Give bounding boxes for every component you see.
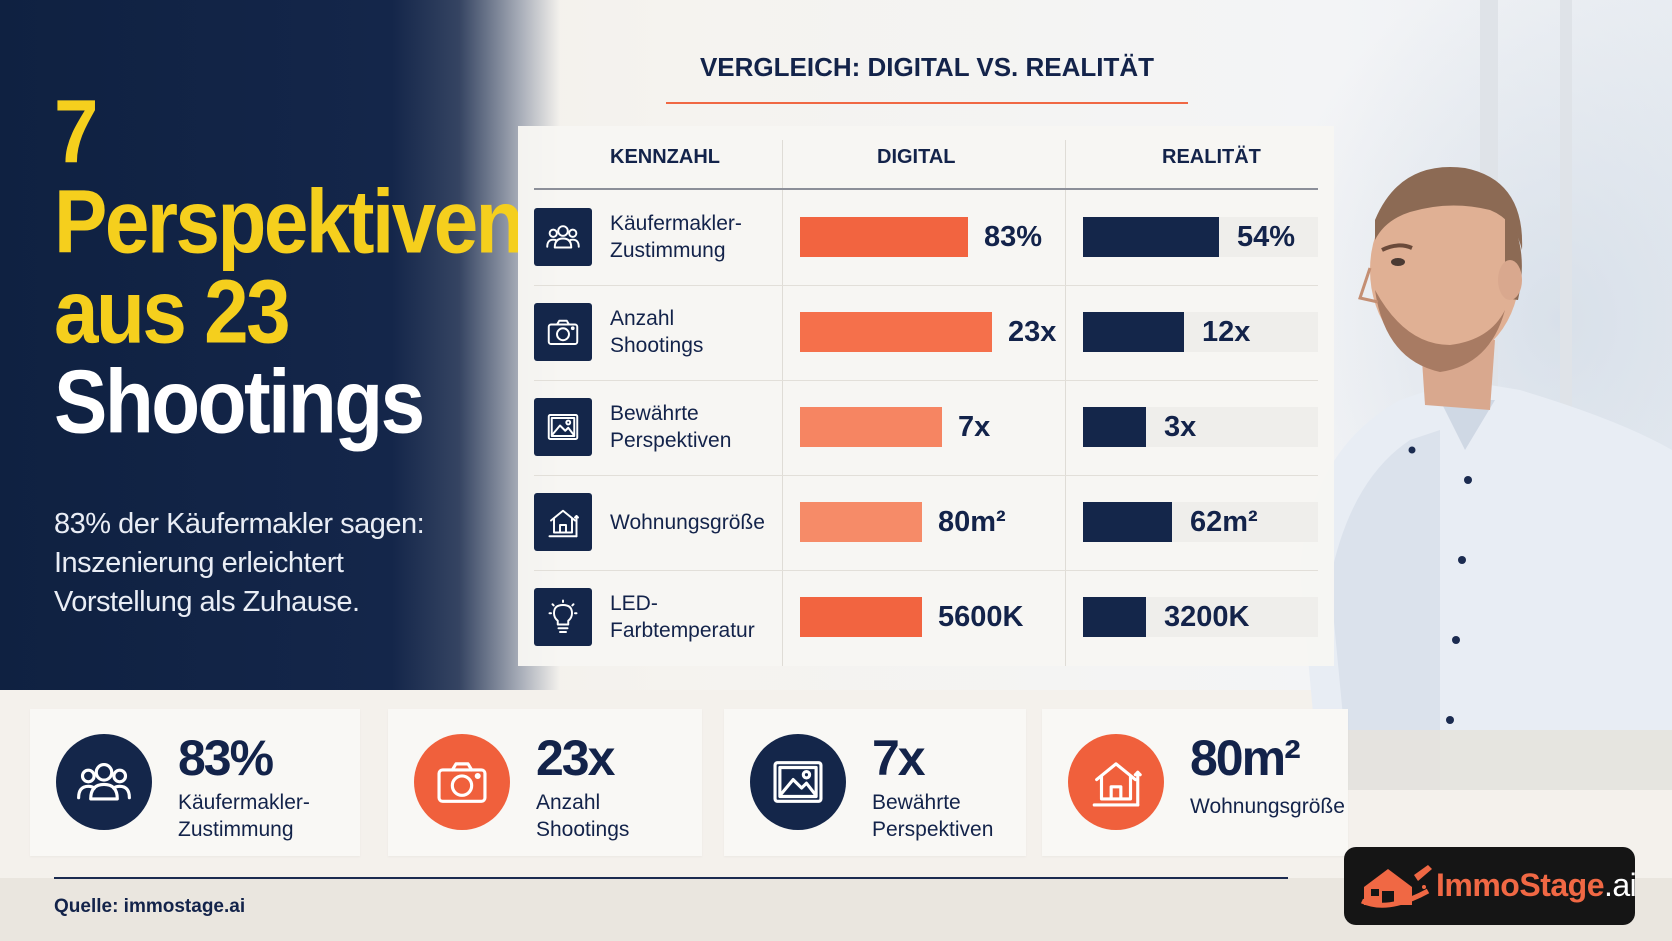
comparison-table	[518, 126, 1334, 666]
row-divider	[534, 285, 1318, 286]
stat-card: 83% Käufermakler-Zustimmung	[30, 709, 360, 856]
table-row: LED-Farbtemperatur	[534, 570, 1318, 665]
table-row: Wohnungsgröße	[534, 475, 1318, 570]
row-label: Käufermakler-Zustimmung	[610, 212, 742, 262]
column-divider	[782, 140, 783, 666]
reality-bar	[1083, 217, 1219, 257]
house-brush-icon	[1360, 865, 1432, 908]
camera-icon	[534, 303, 592, 361]
source-note: Quelle: immostage.ai	[54, 896, 246, 917]
stat-value: 7x	[872, 730, 926, 786]
digital-value-label: 83%	[984, 221, 1043, 253]
bulb-icon	[534, 588, 592, 646]
image-icon	[534, 398, 592, 456]
stat-label: Anzahl Shootings	[536, 791, 630, 841]
table-row: Bewährte Perspektiven	[534, 380, 1318, 475]
table-title: VERGLEICH: DIGITAL VS. REALITÄT	[699, 52, 1155, 82]
header-kennzahl: KENNZAHL	[610, 146, 720, 168]
row-divider	[534, 380, 1318, 381]
digital-bar	[800, 312, 992, 352]
row-label: LED-Farbtemperatur	[610, 592, 755, 642]
digital-value-label: 23x	[1008, 316, 1057, 348]
reality-value-label: 3200K	[1164, 601, 1250, 633]
logo-suffix: .ai	[1603, 867, 1637, 903]
headline-panel	[0, 0, 560, 690]
reality-value-label: 12x	[1202, 316, 1251, 348]
stat-label: Wohnungsgröße	[1190, 795, 1345, 818]
row-divider	[534, 570, 1318, 571]
title-underline	[666, 102, 1188, 104]
reality-value-label: 3x	[1164, 411, 1197, 443]
stat-value: 83%	[178, 730, 274, 786]
digital-bar	[800, 502, 922, 542]
image-icon	[750, 734, 846, 830]
stat-label: Bewährte Perspektiven	[872, 791, 994, 841]
stat-label: Käufermakler-Zustimmung	[178, 791, 310, 841]
immostage-logo: ImmoStage.ai	[1344, 847, 1637, 925]
camera-icon	[414, 734, 510, 830]
reality-bar	[1083, 407, 1146, 447]
stat-card: 7x Bewährte Perspektiven	[724, 709, 1026, 856]
stat-card: 80m² Wohnungsgröße	[1042, 709, 1348, 856]
table-row: Käufermakler-Zustimmung	[534, 190, 1318, 285]
table-row: Anzahl Shootings	[534, 285, 1318, 380]
row-label: Bewährte Perspektiven	[610, 402, 732, 452]
reality-bar	[1083, 597, 1146, 637]
row-label: Anzahl Shootings	[610, 307, 704, 357]
stat-value: 80m²	[1190, 730, 1301, 786]
stat-value: 23x	[536, 730, 615, 786]
column-divider	[1065, 140, 1066, 666]
logo-wordmark: ImmoStage.ai	[1436, 867, 1637, 904]
digital-value-label: 7x	[958, 411, 991, 443]
digital-bar	[800, 407, 942, 447]
digital-value-label: 80m²	[938, 506, 1006, 538]
row-divider	[534, 475, 1318, 476]
logo-main: ImmoStage	[1436, 867, 1604, 903]
header-digital: DIGITAL	[877, 146, 956, 168]
headline: 7 Perspektiven aus 23 Shootings	[54, 82, 525, 452]
digital-bar	[800, 597, 922, 637]
digital-bar	[800, 217, 968, 257]
man-in-white-shirt	[1290, 167, 1672, 790]
house-icon	[534, 493, 592, 551]
stat-card: 23x Anzahl Shootings	[388, 709, 702, 856]
users-icon	[534, 208, 592, 266]
reality-value-label: 54%	[1237, 221, 1296, 253]
headline-line-2: Perspektiven	[54, 172, 525, 272]
footer-rule	[54, 877, 1288, 879]
digital-value-label: 5600K	[938, 601, 1024, 633]
header-realitaet: REALITÄT	[1162, 146, 1261, 168]
reality-bar	[1083, 312, 1184, 352]
house-icon	[1068, 734, 1164, 830]
subtext: 83% der Käufermakler sagen: Inszenierung…	[54, 508, 425, 618]
headline-line-1: 7	[54, 82, 99, 182]
reality-bar	[1083, 502, 1172, 542]
header-rule	[534, 188, 1318, 190]
headline-line-4: Shootings	[54, 352, 425, 452]
users-icon	[56, 734, 152, 830]
headline-line-3: aus 23	[54, 262, 291, 362]
row-label: Wohnungsgröße	[610, 511, 765, 534]
reality-value-label: 62m²	[1190, 506, 1258, 538]
